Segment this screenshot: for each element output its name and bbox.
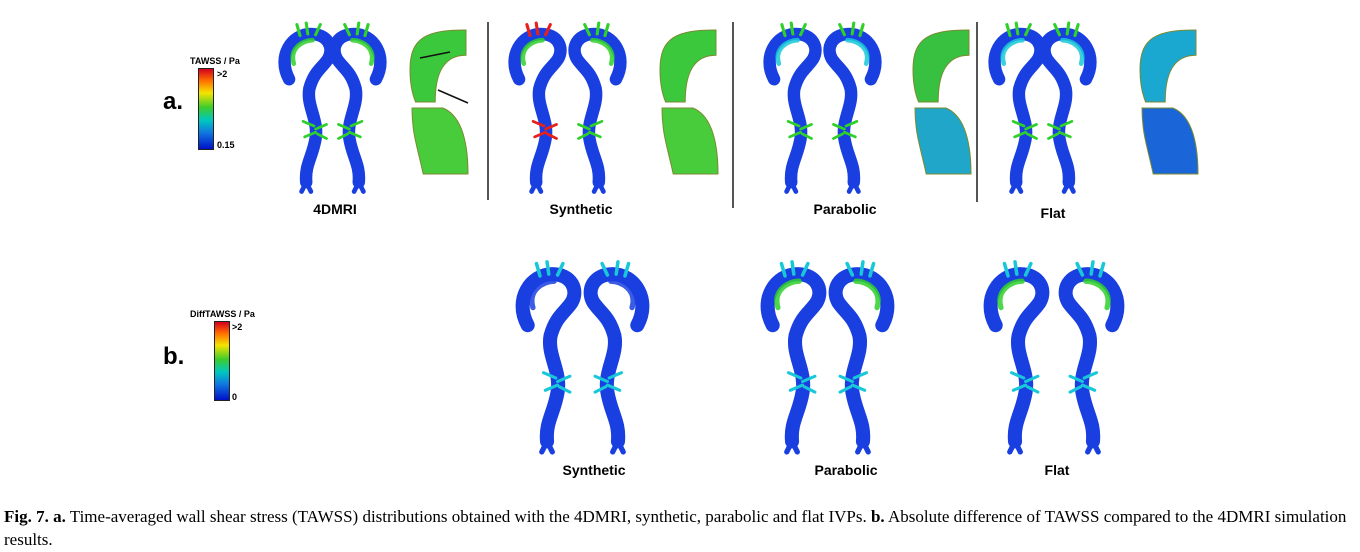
colorbar-b-min: 0 (232, 392, 238, 402)
aorta-a-5 (763, 21, 822, 194)
caption-b-label: b. (870, 507, 885, 526)
detail-top-1 (409, 29, 467, 103)
aorta-b-2 (583, 260, 650, 455)
figure-caption: Fig. 7. a. Time-averaged wall shear stre… (4, 505, 1358, 551)
case-label-b-flat: Flat (1044, 462, 1070, 478)
case-label-b-synthetic: Synthetic (562, 462, 626, 478)
detail-top-3 (912, 29, 970, 103)
aorta-a-8 (1038, 21, 1097, 194)
aorta-b-5 (983, 260, 1050, 455)
case-label-parabolic: Parabolic (813, 201, 877, 217)
detail-top-4 (1139, 29, 1197, 103)
detail-bottom-3 (914, 107, 972, 175)
case-label-4dmri: 4DMRI (313, 201, 357, 217)
caption-b-text: Absolute difference of TAWSS compared to… (4, 507, 1347, 549)
colorbar-a-title: TAWSS / Pa (190, 56, 240, 66)
annotation-arrow-2 (437, 89, 469, 104)
detail-top-2 (659, 29, 717, 103)
panel-a-label: a. (163, 88, 184, 115)
case-label-synthetic: Synthetic (549, 201, 613, 217)
aorta-b-3 (760, 260, 827, 455)
divider-2 (732, 22, 734, 208)
aorta-b-1 (515, 260, 582, 455)
colorbar-a-max: >2 (217, 69, 228, 79)
detail-bottom-1 (411, 107, 469, 175)
aorta-a-3 (508, 21, 567, 194)
aorta-a-6 (823, 21, 882, 194)
caption-fig-label: Fig. 7. (4, 507, 49, 526)
panel-b-label: b. (163, 343, 185, 370)
colorbar-b-gradient (214, 321, 230, 401)
annotation-arrow-1 (419, 51, 451, 59)
aorta-a-4 (568, 21, 627, 194)
colorbar-b-title: DiffTAWSS / Pa (190, 309, 255, 319)
colorbar-a-min: 0.15 (217, 140, 235, 150)
divider-1 (487, 22, 489, 200)
detail-bottom-4 (1141, 107, 1199, 175)
aorta-b-4 (828, 260, 895, 455)
aorta-a-7 (988, 21, 1047, 194)
case-label-b-parabolic: Parabolic (814, 462, 878, 478)
divider-3 (976, 22, 978, 202)
colorbar-a-gradient (198, 68, 214, 150)
colorbar-b-max: >2 (232, 322, 243, 332)
aorta-b-6 (1058, 260, 1125, 455)
aorta-a-1 (278, 21, 337, 194)
detail-bottom-2 (661, 107, 719, 175)
caption-a-text: Time-averaged wall shear stress (TAWSS) … (65, 507, 871, 526)
caption-a-label: a. (53, 507, 66, 526)
aorta-a-2 (328, 21, 387, 194)
case-label-flat: Flat (1040, 205, 1066, 221)
